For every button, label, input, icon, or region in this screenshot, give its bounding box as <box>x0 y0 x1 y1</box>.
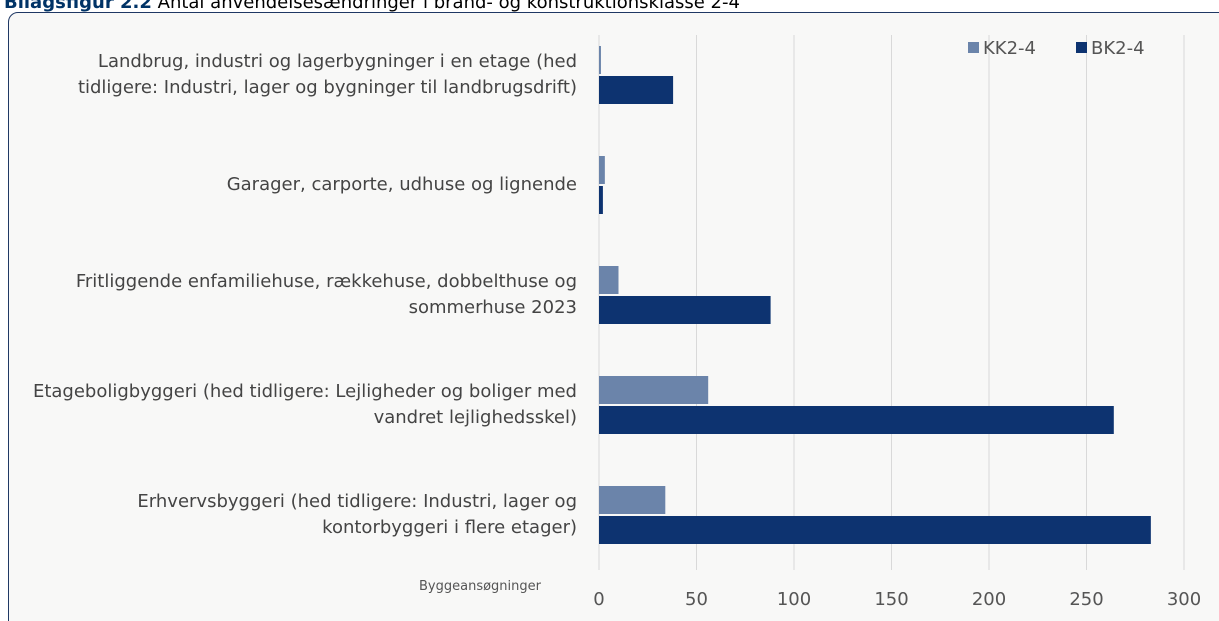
bar <box>599 516 1151 544</box>
bar <box>599 296 771 324</box>
bar <box>599 156 605 184</box>
x-tick-label: 250 <box>1069 589 1103 610</box>
x-tick-label: 50 <box>685 589 708 610</box>
bar <box>599 76 674 104</box>
y-tick-label: Erhvervsbyggeri (hed tidligere: Industri… <box>137 491 577 538</box>
legend-label: KK2-4 <box>983 38 1036 59</box>
bar <box>599 406 1114 434</box>
title-label: Bilagsfigur 2.2 <box>4 0 152 13</box>
chart-title: Antal anvendelsesændringer i brand- og k… <box>157 0 740 13</box>
bar <box>599 486 666 514</box>
title-row: Bilagsfigur 2.2 Antal anvendelsesændring… <box>4 0 740 13</box>
y-tick-label: Etageboligbyggeri (hed tidligere: Lejlig… <box>32 381 577 428</box>
legend-swatch <box>1076 42 1087 53</box>
x-tick-label: 0 <box>593 589 604 610</box>
x-tick-label: 150 <box>874 589 908 610</box>
y-tick-label: Garager, carporte, udhuse og lignende <box>226 174 577 195</box>
y-tick-label: Landbrug, industri og lagerbygninger i e… <box>77 51 577 98</box>
legend-swatch <box>968 42 979 53</box>
x-tick-label: 100 <box>777 589 811 610</box>
bar <box>599 46 601 74</box>
y-tick-label: Fritliggende enfamiliehuse, rækkehuse, d… <box>75 271 577 318</box>
bar <box>599 266 619 294</box>
legend-label: BK2-4 <box>1091 38 1145 59</box>
x-tick-label: 200 <box>972 589 1006 610</box>
x-tick-label: 300 <box>1167 589 1201 610</box>
bar <box>599 376 709 404</box>
bar <box>599 186 603 214</box>
axis-label: Byggeansøgninger <box>419 579 542 594</box>
